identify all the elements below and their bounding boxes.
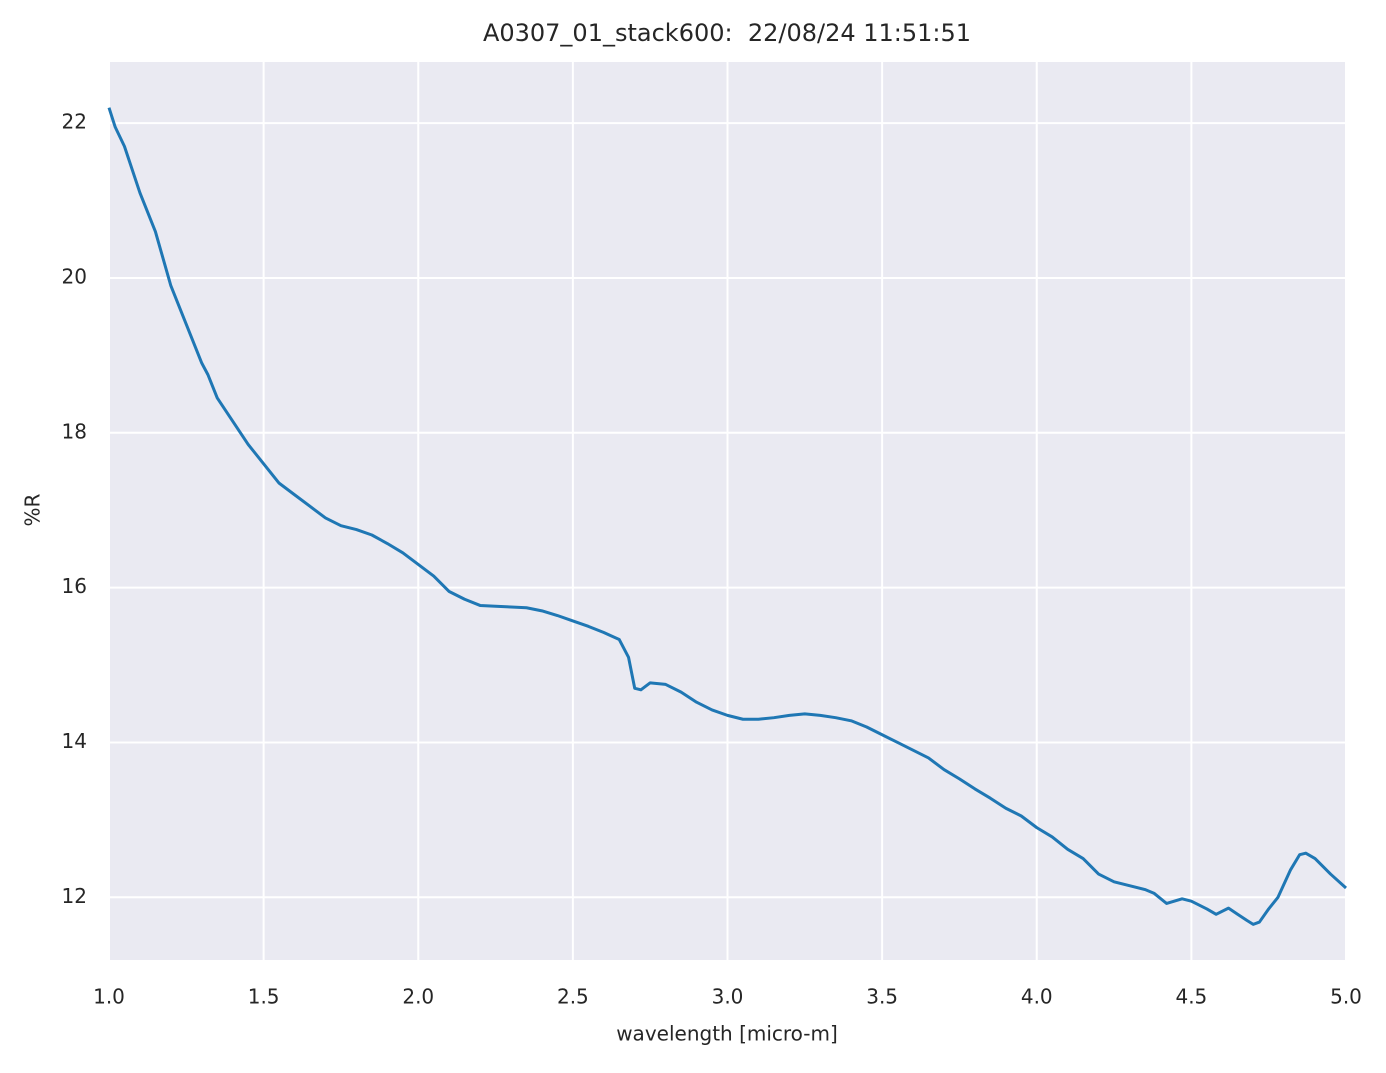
y-tick-label: 22: [62, 110, 87, 134]
x-tick-label: 1.5: [248, 985, 280, 1009]
x-tick-label: 4.0: [1021, 985, 1053, 1009]
y-tick-label: 12: [62, 884, 87, 908]
x-tick-label: 5.0: [1330, 985, 1362, 1009]
chart-title: A0307_01_stack600: 22/08/24 11:51:51: [483, 19, 971, 47]
y-tick-label: 14: [62, 729, 87, 753]
x-tick-label: 1.0: [93, 985, 125, 1009]
y-tick-label: 16: [62, 574, 87, 598]
x-tick-label: 2.5: [557, 985, 589, 1009]
y-axis-label: %R: [21, 493, 45, 526]
data-line: [107, 107, 1348, 926]
x-tick-label: 3.0: [712, 985, 744, 1009]
x-axis-label: wavelength [micro-m]: [616, 1022, 838, 1046]
y-tick-label: 18: [62, 419, 87, 443]
x-tick-label: 2.0: [402, 985, 434, 1009]
x-tick-label: 3.5: [866, 985, 898, 1009]
x-tick-label: 4.5: [1175, 985, 1207, 1009]
y-tick-label: 20: [62, 264, 87, 288]
